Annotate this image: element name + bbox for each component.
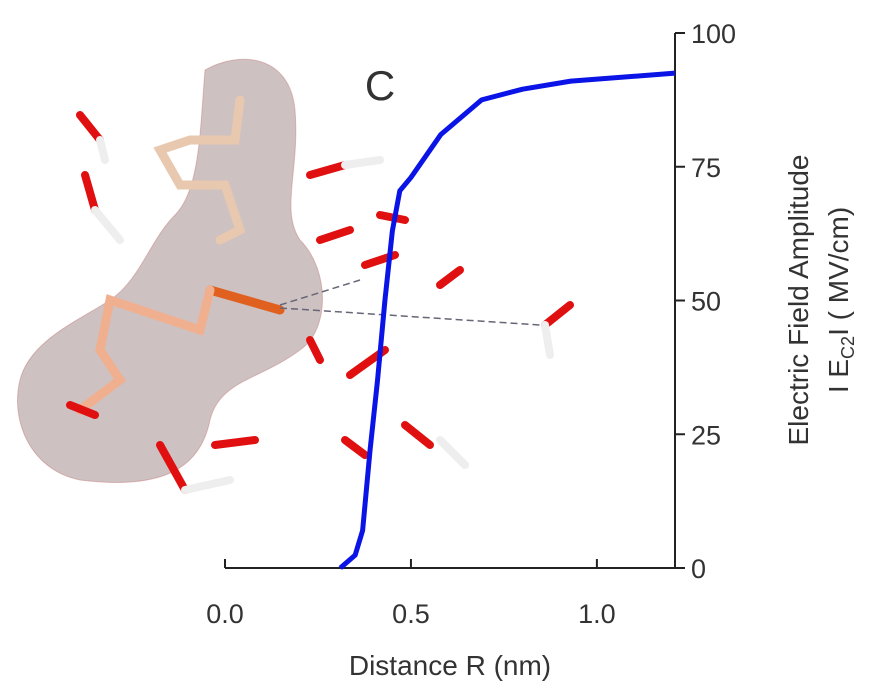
x-tick-label: 0.0 <box>206 599 244 629</box>
y-tick-label: 75 <box>691 153 721 183</box>
panel-label: C <box>365 62 395 109</box>
y-tick-label: 25 <box>691 420 721 450</box>
x-tick-label: 0.5 <box>392 599 430 629</box>
data-line <box>338 70 676 570</box>
y-axis-title-2: I EC2I ( MV/cm) <box>823 207 858 393</box>
x-axis-title: Distance R (nm) <box>349 650 551 681</box>
y-tick-label: 100 <box>691 19 736 49</box>
x-tick-label: 1.0 <box>578 599 616 629</box>
y-tick-label: 50 <box>691 287 721 317</box>
y-axis-title: Electric Field Amplitude <box>783 154 814 445</box>
y-tick-label: 0 <box>691 554 706 584</box>
y-axis-title-prefix: I E <box>823 359 854 393</box>
y-axis-title-suffix: I ( MV/cm) <box>823 207 854 336</box>
y-axis-title-sub: C2 <box>838 336 858 359</box>
molecule-illustration <box>17 58 574 494</box>
